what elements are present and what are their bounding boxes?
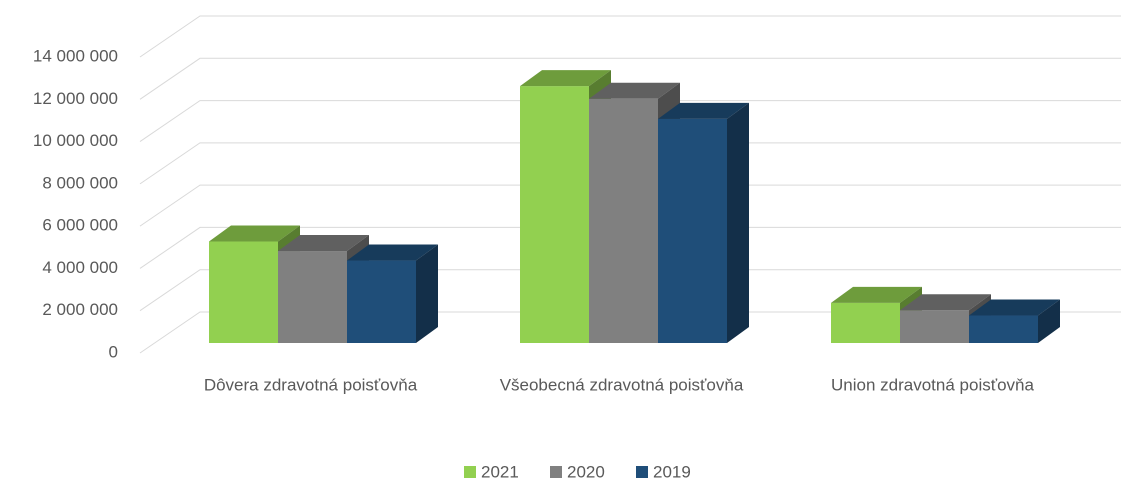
bar-top xyxy=(520,70,611,87)
bar-top xyxy=(278,235,369,252)
bar xyxy=(658,118,727,343)
grid-line xyxy=(139,142,1121,185)
grid-line xyxy=(139,15,1121,58)
bar-side xyxy=(416,244,438,343)
y-tick-label: 12 000 000 xyxy=(33,89,118,108)
bar-top xyxy=(900,294,991,311)
x-tick-label: Všeobecná zdravotná poisťovňa xyxy=(500,375,744,394)
y-tick-label: 8 000 000 xyxy=(42,173,118,192)
grid-line xyxy=(139,311,1121,354)
bar-top xyxy=(969,299,1060,316)
bar-group xyxy=(969,299,1060,343)
y-tick-label: 4 000 000 xyxy=(42,258,118,277)
x-tick-label: Dôvera zdravotná poisťovňa xyxy=(204,375,418,394)
bar-group xyxy=(347,244,438,343)
y-tick-label: 6 000 000 xyxy=(42,216,118,235)
grid-line xyxy=(139,184,1121,227)
legend-swatch xyxy=(464,466,476,478)
legend-swatch xyxy=(636,466,648,478)
grid-line xyxy=(139,269,1121,312)
bar xyxy=(278,251,347,343)
grid-line xyxy=(139,100,1121,142)
legend-swatch xyxy=(550,466,562,478)
bar-side xyxy=(727,102,749,343)
legend-label: 2020 xyxy=(567,462,605,481)
bar xyxy=(589,98,658,343)
y-tick-label: 2 000 000 xyxy=(42,300,118,319)
bar xyxy=(347,260,416,343)
bar-group xyxy=(658,102,749,343)
legend-label: 2019 xyxy=(653,462,691,481)
grid-line xyxy=(139,226,1121,269)
y-tick-label: 10 000 000 xyxy=(33,131,118,150)
bar-top xyxy=(347,244,438,261)
bar-top xyxy=(658,102,749,119)
y-tick-label: 0 xyxy=(109,342,118,361)
bar-side xyxy=(1038,299,1060,343)
y-tick-label: 14 000 000 xyxy=(33,46,118,65)
bar xyxy=(520,86,589,343)
bar xyxy=(900,310,969,343)
x-tick-label: Union zdravotná poisťovňa xyxy=(831,375,1034,394)
bar-top xyxy=(209,225,300,242)
bar xyxy=(209,241,278,343)
grid-line xyxy=(139,57,1121,100)
bar-top xyxy=(831,286,922,303)
bar xyxy=(831,302,900,343)
bar-top xyxy=(589,82,680,99)
legend-label: 2021 xyxy=(481,462,519,481)
bar xyxy=(969,315,1038,343)
